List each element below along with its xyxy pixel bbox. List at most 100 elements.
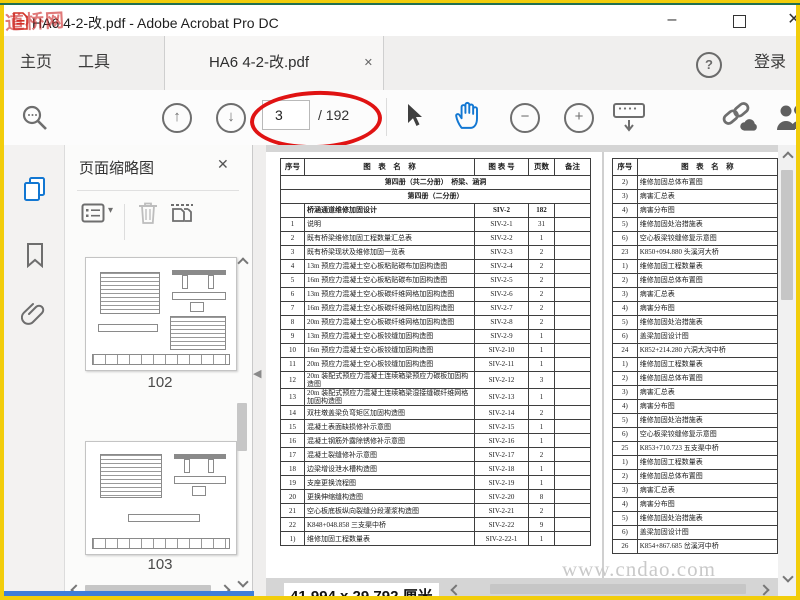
table-cell: 4) <box>612 203 638 218</box>
scroll-right-icon[interactable] <box>758 584 770 596</box>
table-cell: 13m 预应力混凝土空心板铰缝加固构造图 <box>304 329 475 344</box>
table-cell: 24 <box>612 343 638 358</box>
collapse-panel-icon[interactable]: ◀ <box>253 368 262 380</box>
scrollbar-thumb[interactable] <box>237 403 247 451</box>
table-row: 4) 病害分布图 <box>612 203 778 218</box>
table-row: 1) 维修加固工程数量表 <box>612 357 778 372</box>
table-cell: 20m 预应力混凝土空心板碳纤维网格加固构造图 <box>304 315 475 330</box>
scroll-down-icon[interactable] <box>782 571 794 583</box>
table-cell: 9 <box>528 517 555 533</box>
zoom-out-icon[interactable]: − <box>510 103 540 133</box>
document-tab[interactable]: HA6 4-2-改.pdf ✕ <box>164 36 384 90</box>
table-cell: 1 <box>528 231 555 246</box>
tab-home[interactable]: 主页 <box>20 54 53 71</box>
table-cell <box>554 447 591 463</box>
scrollbar-thumb[interactable] <box>781 170 793 300</box>
next-page-icon[interactable]: ↓ <box>216 103 246 133</box>
table-row: 12 20m 装配式预应力混凝土连续箱梁预应力碳板加固构造图 SIV-2-12 3 <box>280 370 591 390</box>
document-vertical-scrollbar[interactable] <box>778 145 796 596</box>
table-cell: 维修加固处治措施表 <box>636 511 778 526</box>
search-icon[interactable] <box>20 103 50 133</box>
page-size-indicator: 41.994 x 29.792 厘米 <box>284 583 439 596</box>
close-button[interactable]: ✕ <box>787 11 796 28</box>
zoom-in-icon[interactable]: + <box>564 103 594 133</box>
table-cell: 20m 预应力混凝土空心板铰缝加固构造图 <box>304 357 475 372</box>
close-tab-icon[interactable]: ✕ <box>363 57 373 69</box>
thumbnail-options-icon[interactable] <box>81 203 105 223</box>
table-row: 5) 维修加固处治措施表 <box>612 511 778 526</box>
table-row: 6 13m 预应力混凝土空心板碳纤维网格加固构造图 SIV-2-6 2 <box>280 287 591 302</box>
scroll-up-icon[interactable] <box>237 257 249 269</box>
maximize-button[interactable] <box>733 15 746 28</box>
page-thumbnail-102[interactable] <box>85 257 237 371</box>
frame-border-right <box>796 0 800 600</box>
scroll-up-icon[interactable] <box>782 151 794 163</box>
document-horizontal-scrollbar[interactable] <box>446 582 778 596</box>
page-number-input[interactable]: 3 <box>262 100 310 130</box>
table-cell: 2 <box>528 503 555 519</box>
table-row: 23 K850+094.880 头溪河大桥 <box>612 245 778 260</box>
table-cell: 维修加固处治措施表 <box>636 217 778 232</box>
share-link-icon[interactable] <box>718 100 760 136</box>
select-tool-icon[interactable] <box>404 102 426 130</box>
pdf-file-icon <box>13 12 28 30</box>
page-thumbnails-icon[interactable] <box>21 175 47 203</box>
table-cell: 病害分布图 <box>636 203 778 218</box>
tab-tools[interactable]: 工具 <box>78 54 111 71</box>
table-cell <box>554 301 591 316</box>
options-caret-icon[interactable]: ▾ <box>108 205 114 216</box>
help-icon[interactable]: ? <box>696 52 722 78</box>
panel-horizontal-scrollbar[interactable] <box>65 583 235 596</box>
table-cell: 4 <box>280 259 305 274</box>
attachments-icon[interactable] <box>21 300 47 326</box>
table-cell <box>554 461 591 477</box>
table-cell: SIV-2-6 <box>474 287 529 302</box>
scroll-left-icon[interactable] <box>450 584 462 596</box>
table-cell: SIV-2-22 <box>474 517 529 533</box>
table-row: 24 K852+214.280 六洞大沟中桥 <box>612 343 778 358</box>
hand-tool-icon[interactable] <box>454 100 482 130</box>
page-thumbnails-panel: 页面缩略图 ✕ ▾ <box>65 145 253 596</box>
table-cell: 空心板底板纵向裂缝分段灌浆构造图 <box>304 503 475 519</box>
table-cell: 7 <box>280 301 305 316</box>
table-row: 第四册（二分册） <box>280 189 591 204</box>
sign-in-button[interactable]: 登录 <box>754 54 787 71</box>
table-cell: SIV-2-13 <box>474 388 529 407</box>
bookmarks-icon[interactable] <box>24 242 46 268</box>
scrollbar-thumb[interactable] <box>85 585 211 593</box>
extract-pages-icon[interactable] <box>169 201 195 225</box>
table-cell: 1 <box>528 357 555 372</box>
table-row: 3) 病害汇总表 <box>612 483 778 498</box>
fit-width-icon[interactable] <box>612 102 648 134</box>
table-cell: 2) <box>612 371 638 386</box>
document-view: 序号图 表 名 称图 表 号页数 备注 第四册（共二分册） 桥梁、涵洞 第四册（二分册… <box>266 145 796 596</box>
table-cell <box>554 287 591 302</box>
table-cell: 6) <box>612 525 638 540</box>
previous-page-icon[interactable]: ↑ <box>162 103 192 133</box>
scroll-down-icon[interactable] <box>237 576 249 588</box>
table-cell: 边梁增设泄水槽构造图 <box>304 461 475 477</box>
table-cell: 5) <box>612 511 638 526</box>
table-cell: 桥涵通道维修加固设计 <box>304 203 475 218</box>
drawing-plan-art <box>100 272 160 314</box>
table-row: 13 20m 装配式预应力混凝土连续箱梁湿接缝碳纤维网格加固构造图 SIV-2-13… <box>280 388 591 407</box>
table-row: 18 边梁增设泄水槽构造图 SIV-2-18 1 <box>280 461 591 477</box>
table-cell: 3 <box>280 245 305 260</box>
page-thumbnail-103[interactable] <box>85 441 237 555</box>
page-annotation-ellipse <box>249 90 383 145</box>
table-cell: 5 <box>280 273 305 288</box>
table-cell: SIV-2-10 <box>474 343 529 358</box>
table-cell: 2 <box>528 245 555 260</box>
panel-close-icon[interactable]: ✕ <box>217 156 229 172</box>
panel-vertical-scrollbar[interactable] <box>234 253 252 596</box>
table-cell: 空心板梁铰缝修复示意图 <box>636 231 778 246</box>
panel-splitter[interactable]: ◀ <box>253 145 266 596</box>
scrollbar-thumb[interactable] <box>490 584 746 594</box>
table-cell: SIV-2-8 <box>474 315 529 330</box>
table-cell: 13m 预应力混凝土空心板碳纤维网格加固构造图 <box>304 287 475 302</box>
table-cell: SIV-2-5 <box>474 273 529 288</box>
people-icon[interactable] <box>776 102 796 134</box>
minimize-button[interactable]: – <box>667 11 677 28</box>
table-cell: SIV-2-1 <box>474 217 529 232</box>
column-header: 图 表 名 称 <box>304 158 475 176</box>
